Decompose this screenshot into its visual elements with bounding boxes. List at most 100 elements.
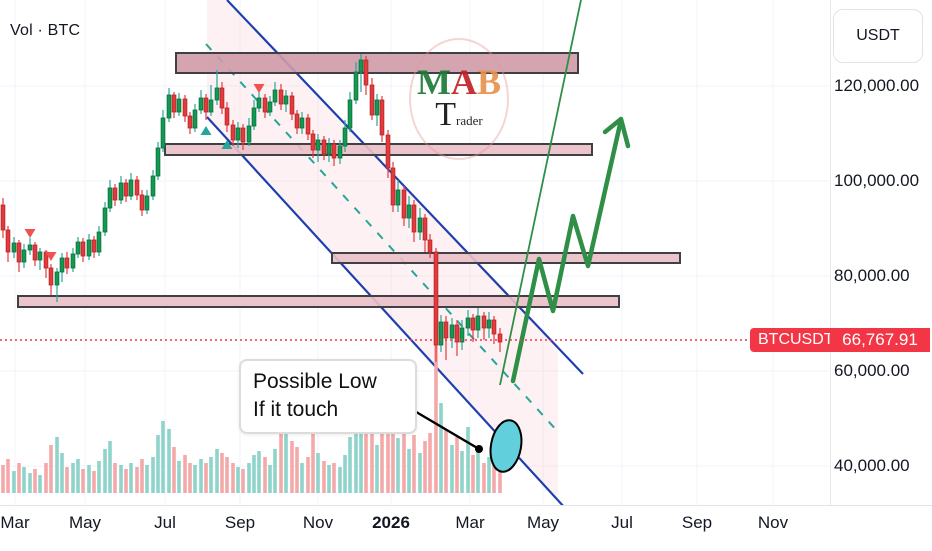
price-axis-separator [830,0,831,505]
volume-bar [145,465,149,493]
supply-demand-zone [17,295,620,308]
volume-bar [316,453,320,493]
candle-body [267,101,273,113]
supply-demand-zone [175,52,579,74]
candle-body [59,257,65,273]
candle-body [283,95,289,105]
candle-body [182,98,188,117]
candle-body [262,97,268,113]
projection-zigzag-arrow [510,117,624,384]
candle-body [192,109,198,129]
candle-body [497,333,503,343]
candle-body [0,204,6,231]
candle-body [401,189,407,219]
candle-body [427,239,433,253]
volume-bar [209,457,213,493]
volume-bar [183,455,187,493]
volume-bar [28,473,32,493]
candle-body [198,97,204,111]
candle-body [294,113,300,129]
candle-body [32,244,38,261]
watermark-trader: Trader [435,96,483,133]
candle-body [289,95,295,115]
volume-bar [103,449,107,493]
candle-body [37,251,43,261]
candle-body [251,107,257,127]
time-axis-label: Nov [757,513,789,532]
time-axis-label: Nov [302,513,334,532]
candle-body [337,145,343,159]
volume-bar [428,433,432,493]
volume-bar [327,465,331,493]
volume-bar [22,467,26,493]
volume-bar [492,465,496,493]
volume-bar [290,441,294,493]
time-axis[interactable]: Mar May Jul Sep Nov 2026 Mar May Jul Sep Nov [0,505,932,551]
candle-body [128,179,134,197]
candle-body [27,244,33,251]
currency-toggle-button[interactable]: USDT [833,9,923,63]
volume-bar [343,455,347,493]
volume-bar [65,467,69,493]
candle-body [219,87,225,109]
candle-body [342,127,348,147]
volume-bar [135,467,139,493]
candle-body [438,321,444,346]
time-axis-label: Jul [154,513,176,532]
volume-bar [423,441,427,493]
projection-arrow-head [602,116,631,149]
callout-line2: If it touch [253,397,339,421]
possible-low-callout[interactable]: Possible Low If it touch [239,359,417,435]
candle-body [305,117,311,135]
candle-body [208,99,214,113]
candle-body [486,319,492,329]
candle-body [224,107,230,126]
volume-bar [177,461,181,493]
volume-bar [129,463,133,493]
candle-body [230,124,236,141]
candle-body [315,139,321,151]
candle-body [395,189,401,206]
candle-body [112,187,118,201]
volume-bar [199,459,203,493]
sell-signal-icon [253,84,265,93]
candle-body [64,257,70,269]
candle-body [54,271,60,286]
candle-body [353,71,359,101]
volume-bar [412,435,416,493]
price-axis[interactable]: 120,000.00 100,000.00 80,000.00 60,000.00 40… [830,0,932,505]
volume-bar [498,469,502,493]
volume-bar [44,463,48,493]
candle-body [379,99,385,136]
candle-body [123,182,129,197]
price-axis-label: 40,000.00 [834,456,910,475]
candle-body [80,241,86,257]
sell-signal-icon [24,229,36,238]
volume-bar [284,433,288,493]
candle-body [91,239,97,253]
time-axis-label: May [68,513,102,532]
brand-watermark: MAB Trader [409,38,509,160]
time-axis-label: Jul [611,513,633,532]
volume-legend: Vol · BTC [10,22,81,39]
volume-bar [375,445,379,493]
volume-bar [338,467,342,493]
candle-body [385,134,391,169]
time-axis-label: 2026 [372,513,410,532]
symbol-tag-label: BTCUSDT [758,331,834,348]
possible-low-ellipse[interactable] [487,418,526,474]
volume-bar [241,469,245,493]
callout-line1: Possible Low [253,370,377,393]
candle-body [347,99,353,129]
volume-bar [231,463,235,493]
volume-bar [364,415,368,493]
candle-body [390,167,396,206]
sell-signal-icon [45,252,57,261]
volume-bar [460,451,464,493]
candle-body [449,324,455,339]
callout-pointer-dot [475,445,483,453]
volume-bar [6,459,10,493]
volume-bar [487,457,491,493]
